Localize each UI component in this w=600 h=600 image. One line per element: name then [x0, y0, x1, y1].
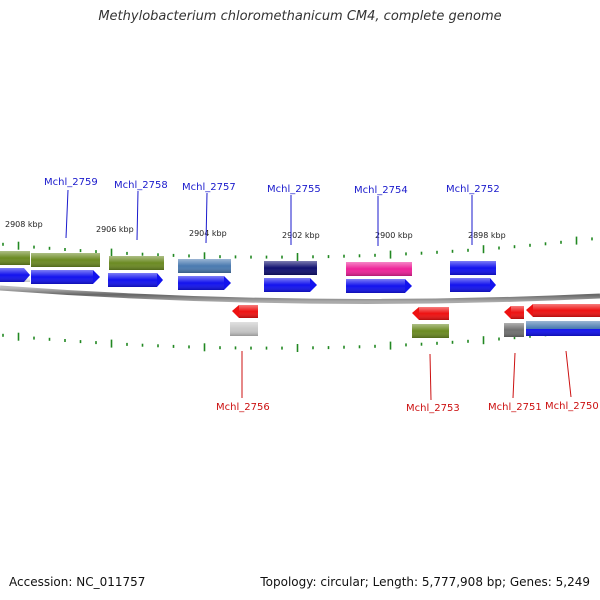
gene-label-reverse[interactable]: Mchl_2753 [406, 403, 460, 414]
scale-label: 2898 kbp [468, 231, 506, 240]
reverse-gene-labels [241, 350, 572, 401]
scale-ticks-reverse [2, 327, 593, 352]
scale-labels: 2908 kbp 2906 kbp 2904 kbp 2902 kbp 2900… [5, 220, 506, 240]
gene-label-reverse[interactable]: Mchl_2756 [216, 402, 270, 413]
gene-label-reverse[interactable]: Mchl_2750 [545, 401, 599, 412]
scale-label: 2902 kbp [282, 231, 320, 240]
reverse-category-ring [230, 321, 600, 338]
scale-label: 2900 kbp [375, 231, 413, 240]
accession-label: Accession: NC_011757 [9, 575, 146, 589]
scale-label: 2906 kbp [96, 225, 134, 234]
scale-ticks-forward [2, 236, 593, 261]
gene-label-forward[interactable]: Mchl_2758 [114, 180, 168, 191]
forward-cds-ring [0, 268, 496, 293]
gene-label-forward[interactable]: Mchl_2752 [446, 184, 500, 195]
gene-label-reverse[interactable]: Mchl_2751 [488, 402, 542, 413]
map-title: Methylobacterium chloromethanicum CM4, c… [98, 9, 502, 24]
genome-summary: Topology: circular; Length: 5,777,908 bp… [260, 575, 590, 589]
gene-label-forward[interactable]: Mchl_2759 [44, 177, 98, 188]
scale-label: 2908 kbp [5, 220, 43, 229]
gene-label-forward[interactable]: Mchl_2755 [267, 184, 321, 195]
forward-category-ring [0, 251, 496, 276]
scale-label: 2904 kbp [189, 229, 227, 238]
gene-label-forward[interactable]: Mchl_2757 [182, 182, 236, 193]
forward-gene-labels [65, 189, 473, 246]
genome-backbone [0, 285, 600, 304]
gene-label-forward[interactable]: Mchl_2754 [354, 185, 408, 196]
reverse-cds-ring [232, 304, 600, 320]
